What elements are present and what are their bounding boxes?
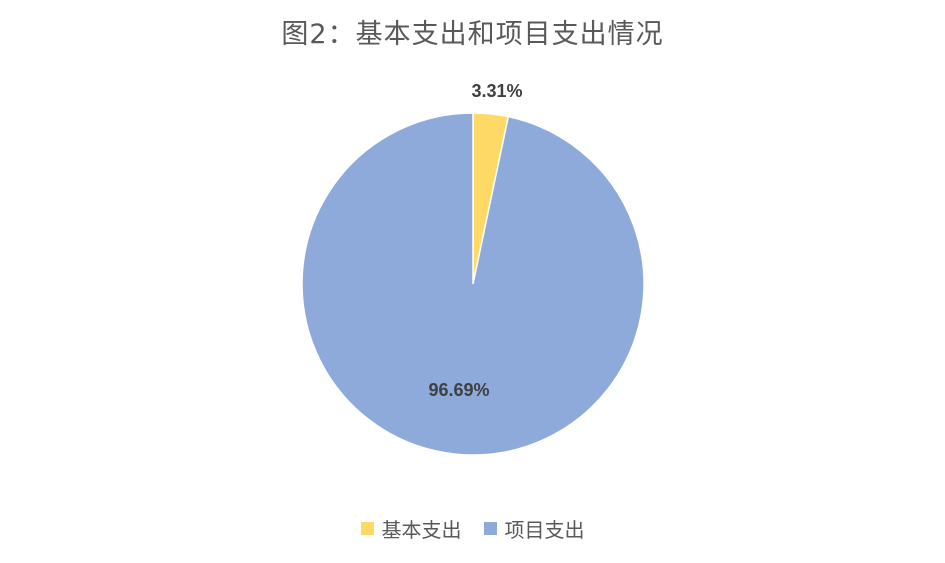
legend-swatch-project-expenditure bbox=[483, 522, 497, 535]
legend-item-project-expenditure: 项目支出 bbox=[483, 514, 585, 543]
data-label-project-expenditure: 96.69% bbox=[428, 380, 489, 400]
legend-item-basic-expenditure: 基本支出 bbox=[360, 514, 462, 543]
legend: 基本支出 项目支出 bbox=[0, 514, 945, 543]
chart-title: 图2：基本支出和项目支出情况 bbox=[281, 19, 664, 50]
data-label-basic-expenditure: 3.31% bbox=[471, 81, 522, 101]
legend-label-basic-expenditure: 基本支出 bbox=[381, 518, 462, 542]
pie-slices bbox=[301, 112, 645, 456]
pie-slice-project-expenditure bbox=[301, 112, 645, 456]
legend-swatch-basic-expenditure bbox=[360, 522, 374, 535]
legend-label-project-expenditure: 项目支出 bbox=[504, 518, 585, 542]
pie-data-labels: 3.31% 96.69% bbox=[428, 81, 522, 400]
